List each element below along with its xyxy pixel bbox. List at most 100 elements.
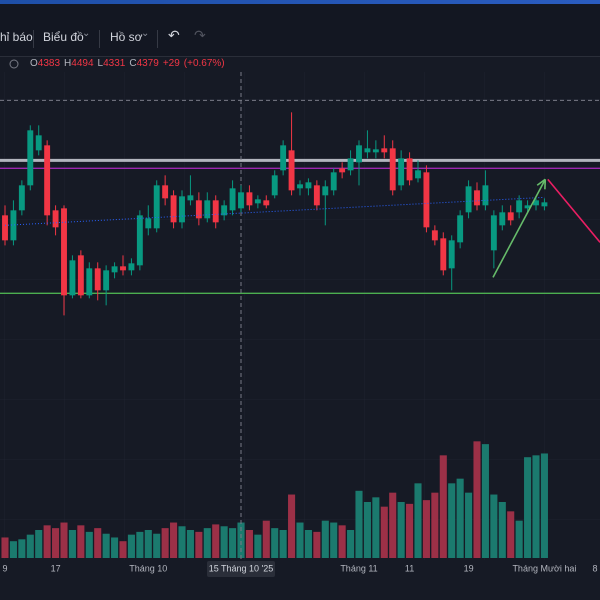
x-tick-label: 11 (405, 563, 414, 573)
trend-line (492, 178, 546, 278)
candle-body (330, 172, 337, 191)
separator (157, 30, 158, 48)
candle-body (465, 186, 472, 213)
volume-bar (321, 520, 329, 558)
candle-body (254, 199, 261, 204)
candle-body (507, 212, 514, 221)
volume-bar (422, 500, 430, 558)
volume-bar (414, 483, 422, 558)
candle-body (406, 158, 413, 181)
profile-button[interactable]: Hồ sơ (110, 30, 143, 44)
volume-bar (1, 537, 9, 558)
volume-bar (481, 444, 489, 558)
candle-body (136, 215, 143, 266)
volume-bar (355, 490, 363, 558)
volume-bar (498, 502, 506, 558)
chevron: ⌄ (141, 28, 150, 39)
volume-bar (153, 533, 161, 558)
candle-body (44, 145, 51, 216)
legend-value: 4383 (37, 58, 61, 69)
volume-bar (439, 455, 447, 558)
candle-body (339, 168, 346, 173)
volume-bar (490, 494, 498, 558)
candle-body (94, 268, 101, 291)
legend-change: +29 (162, 58, 180, 69)
candle-body (448, 240, 455, 269)
candle-body (61, 208, 67, 296)
x-tick-label: Tháng Mười hai (512, 563, 576, 573)
candle-body (271, 175, 278, 196)
candle-body (297, 184, 303, 189)
candle-body (313, 185, 320, 206)
candle-body (423, 172, 430, 228)
candle-body (145, 218, 152, 229)
volume-bar (431, 492, 439, 558)
volume-bar (35, 530, 43, 558)
legend-key: C (129, 58, 137, 69)
candle-body (322, 186, 329, 196)
x-tick-label: Tháng 10 (129, 563, 167, 573)
chart-button[interactable]: Biểu đồ (43, 30, 84, 44)
candle-body (229, 188, 236, 211)
x-tick-label: Tháng 11 (340, 563, 377, 573)
volume-bar (271, 528, 279, 558)
candle-body (195, 200, 202, 219)
volume-bar (465, 492, 473, 558)
undo-button[interactable]: ↶ (168, 27, 180, 43)
volume-bar (43, 525, 51, 558)
volume-bar (68, 530, 76, 558)
candle-body (305, 182, 312, 189)
legend-key: O (30, 58, 38, 69)
volume-bar (18, 539, 26, 558)
volume-bar (254, 534, 262, 558)
candle-body (170, 195, 177, 223)
candle-body (179, 196, 185, 223)
candle-body (499, 212, 506, 226)
volume-bar (363, 502, 371, 558)
redo-button[interactable]: ↷ (194, 27, 206, 43)
volume-bar (473, 441, 481, 558)
crosshair-label-bg (207, 561, 275, 577)
candle-body (10, 210, 17, 241)
candle-body (381, 148, 388, 153)
volume-bar (170, 522, 178, 558)
candle-body (440, 238, 447, 271)
volume-bar (111, 537, 119, 558)
toolbar: hỉ báo Biểu đồ ⌄ Hồ sơ ⌄ ↶ ↷ (0, 4, 600, 57)
volume-bar (229, 528, 237, 558)
candle-body (18, 185, 25, 211)
candle-body (2, 215, 8, 241)
volume-bar (262, 520, 270, 558)
candle-body (212, 200, 219, 223)
x-tick-label: 8 (592, 563, 597, 573)
volume-bar (52, 528, 60, 558)
volume-bar (186, 530, 194, 558)
volume-bar (245, 530, 253, 558)
candle-body (162, 185, 169, 199)
volume-bar (406, 503, 414, 558)
volume-bar (212, 524, 220, 558)
candle-body (187, 195, 194, 201)
candle-body (77, 255, 84, 296)
candle-body (415, 170, 421, 179)
candle-body (541, 202, 548, 207)
candle-body (482, 185, 489, 206)
volume-bar (9, 541, 17, 558)
legend-value: 4331 (103, 58, 126, 69)
volume-bar (372, 497, 380, 558)
volume-bar (288, 494, 296, 558)
volume-bar (144, 530, 152, 558)
volume-bar (296, 522, 304, 558)
candle-body (35, 135, 42, 151)
volume-bar (347, 530, 355, 558)
volume-bar (330, 522, 338, 558)
volume-bar (119, 541, 127, 558)
volume-bar (26, 534, 34, 558)
volume-bar (338, 525, 346, 558)
indicators-button[interactable]: hỉ báo (0, 30, 33, 44)
legend-icon[interactable] (9, 59, 19, 69)
candle-body (516, 200, 523, 213)
volume-bar (102, 533, 110, 558)
candle-body (288, 150, 295, 191)
